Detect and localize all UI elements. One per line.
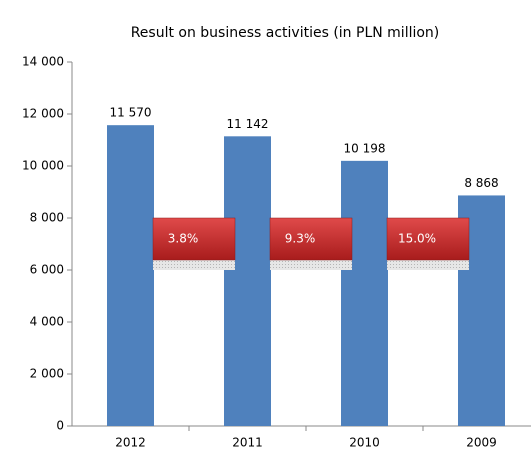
value-label: 11 142 [227,117,269,131]
value-label: 8 868 [464,176,498,190]
y-tick-label: 6 000 [30,263,64,277]
bar [341,160,388,427]
annotation-box [269,217,353,261]
x-tick-label: 2010 [349,436,380,450]
y-tick-label: 14 000 [22,55,64,69]
annotation-box [152,217,236,261]
annotation-shadow [387,258,469,270]
x-tick-label: 2011 [232,436,263,450]
y-tick-label: 0 [56,419,64,433]
annotation: 9.3% [285,232,316,246]
bar [224,136,271,427]
value-label: 11 570 [110,106,152,120]
x-tick-label: 2009 [466,436,497,450]
annotation: 3.8% [168,232,199,246]
annotation-box [386,217,470,261]
bar [107,125,154,427]
y-tick-label: 2 000 [30,367,64,381]
y-tick-label: 8 000 [30,211,64,225]
value-label: 10 198 [344,141,386,155]
y-tick-label: 10 000 [22,159,64,173]
x-tick-label: 2012 [115,436,146,450]
annotation: 15.0% [398,232,436,246]
y-tick-label: 4 000 [30,315,64,329]
chart-title: Result on business activities (in PLN mi… [131,25,440,41]
annotation-shadow [270,258,352,270]
y-tick-label: 12 000 [22,107,64,121]
annotation-shadow [153,258,235,270]
